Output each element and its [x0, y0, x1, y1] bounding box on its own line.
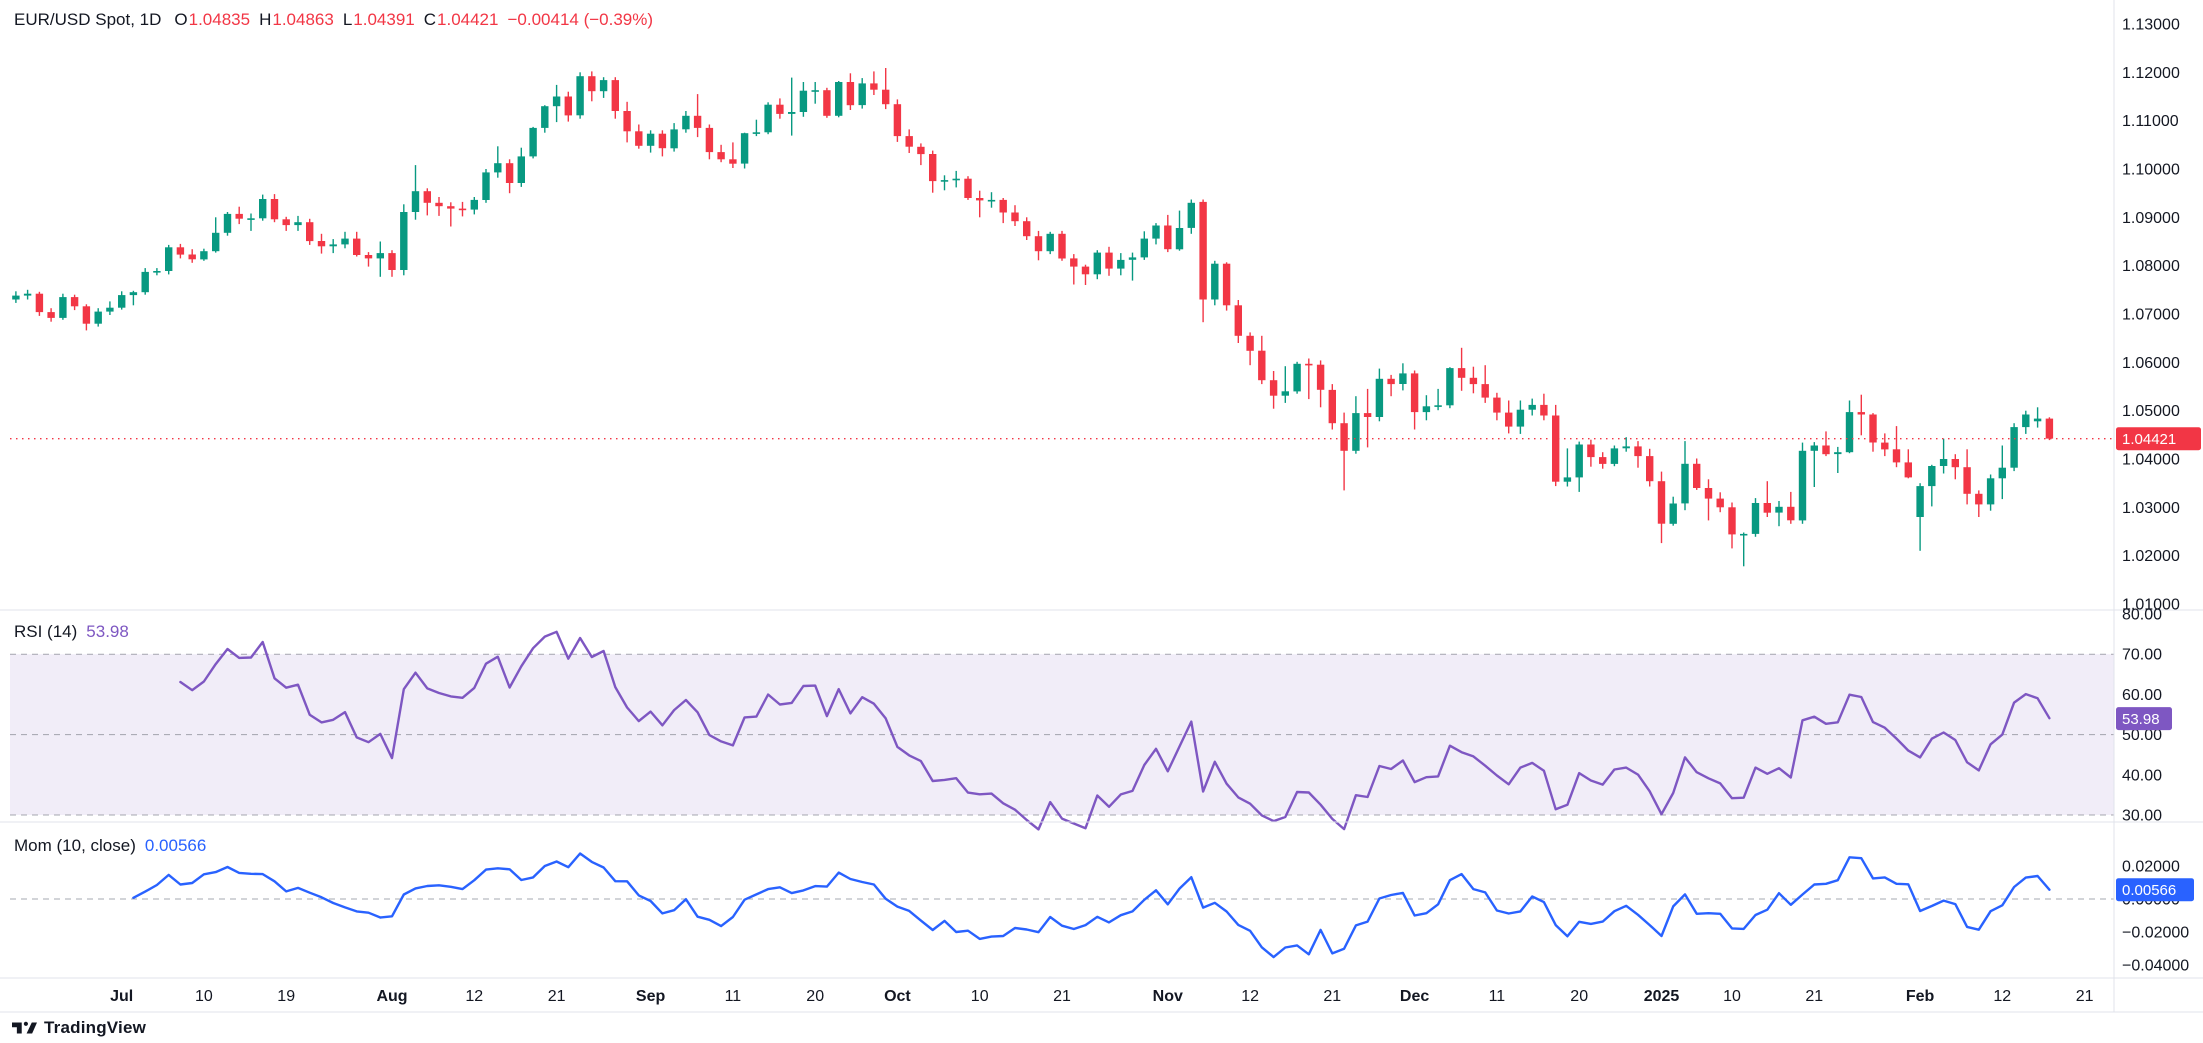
momentum-axis-label: −0.02000 [2122, 925, 2189, 942]
time-axis-label: Oct [884, 988, 911, 1005]
momentum-axis-label: −0.04000 [2122, 958, 2189, 975]
svg-text:0.00566: 0.00566 [2122, 882, 2176, 899]
time-scale[interactable] [0, 978, 2203, 1012]
rsi-line [179, 630, 2051, 831]
ohlc-high-label: H [259, 10, 272, 29]
momentum-axis-label: 0.02000 [2122, 859, 2180, 876]
price-axis-label: 1.13000 [2122, 17, 2180, 34]
rsi-indicator-title[interactable]: RSI (14) [14, 622, 78, 641]
ohlc-low-label: L [342, 10, 353, 29]
momentum-indicator-value: 0.00566 [144, 836, 207, 855]
symbol-title[interactable]: EUR/USD Spot, 1D [14, 10, 162, 29]
momentum-indicator-title[interactable]: Mom (10, close) [14, 836, 136, 855]
candles-layer [12, 68, 2054, 567]
ohlc-open-value: 1.04835 [188, 10, 251, 29]
time-axis-label: Dec [1400, 988, 1429, 1005]
time-axis-label: 10 [1723, 988, 1741, 1005]
tradingview-wordmark[interactable]: TradingView [44, 1018, 147, 1037]
time-axis-label: 21 [2076, 988, 2094, 1005]
price-axis-label: 1.02000 [2122, 548, 2180, 565]
ohlc-open-label: O [174, 10, 188, 29]
time-axis-label: Sep [636, 988, 666, 1005]
rsi-indicator-value: 53.98 [86, 622, 129, 641]
price-axis-label: 1.10000 [2122, 162, 2180, 179]
time-axis-label: 11 [725, 988, 742, 1005]
price-axis-label: 1.06000 [2122, 355, 2180, 372]
rsi-axis-label: 60.00 [2122, 687, 2162, 704]
tradingview-logo-icon[interactable] [12, 1018, 37, 1038]
time-axis-label: 11 [1489, 988, 1506, 1005]
price-axis-label: 1.04000 [2122, 452, 2180, 469]
time-axis-label: 2025 [1644, 988, 1680, 1005]
time-axis-label: 12 [465, 988, 483, 1005]
time-axis-label: Feb [1906, 988, 1935, 1005]
price-axis-label: 1.01000 [2122, 597, 2180, 614]
ohlc-change-value: −0.00414 (−0.39%) [507, 10, 654, 29]
time-axis-label: 21 [1053, 988, 1071, 1005]
time-axis-label: 10 [971, 988, 989, 1005]
price-axis-label: 1.11000 [2122, 113, 2179, 130]
time-axis-label: Nov [1153, 988, 1183, 1005]
bottom-toolbar: TradingView [12, 1014, 146, 1042]
momentum-legend: Mom (10, close) 0.00566 [14, 836, 206, 856]
rsi-axis-label: 40.00 [2122, 767, 2162, 784]
price-axis-label: 1.09000 [2122, 210, 2180, 227]
momentum-line [132, 852, 2051, 959]
momentum-value-badge: 0.00566 [2116, 878, 2194, 902]
rsi-axis-label: 70.00 [2122, 647, 2162, 664]
ohlc-close-label: C [423, 10, 437, 29]
price-axis-label: 1.08000 [2122, 258, 2180, 275]
time-axis-label: 20 [1570, 988, 1588, 1005]
price-axis-label: 1.05000 [2122, 403, 2180, 420]
time-axis-label: Aug [376, 988, 407, 1005]
svg-text:1.04421: 1.04421 [2122, 431, 2176, 448]
time-axis-label: 12 [1993, 988, 2011, 1005]
time-axis-label: 21 [1323, 988, 1341, 1005]
ohlc-high-value: 1.04863 [272, 10, 334, 29]
rsi-legend: RSI (14) 53.98 [14, 622, 129, 642]
time-axis-label: 20 [806, 988, 824, 1005]
price-axis-label: 1.07000 [2122, 307, 2180, 324]
price-scale[interactable] [2114, 0, 2203, 1012]
time-axis-label: 19 [277, 988, 295, 1005]
ohlc-close-value: 1.04421 [437, 10, 499, 29]
rsi-value-badge: 53.98 [2116, 707, 2172, 731]
rsi-axis-label: 30.00 [2122, 808, 2162, 825]
time-axis-label: Jul [110, 988, 133, 1005]
symbol-legend: EUR/USD Spot, 1D O 1.04835 H 1.04863 L 1.04… [14, 10, 653, 30]
last-price-badge: 1.04421 [2116, 427, 2201, 451]
price-axis-label: 1.03000 [2122, 500, 2180, 517]
time-axis-label: 12 [1241, 988, 1259, 1005]
time-axis-label: 21 [1805, 988, 1823, 1005]
rsi-axis-label: 50.00 [2122, 727, 2162, 744]
svg-text:53.98: 53.98 [2122, 711, 2160, 728]
time-axis-label: 10 [195, 988, 213, 1005]
ohlc-low-value: 1.04391 [353, 10, 415, 29]
price-axis-label: 1.12000 [2122, 65, 2180, 82]
rsi-axis-label: 80.00 [2122, 607, 2162, 624]
time-axis-label: 21 [548, 988, 566, 1005]
